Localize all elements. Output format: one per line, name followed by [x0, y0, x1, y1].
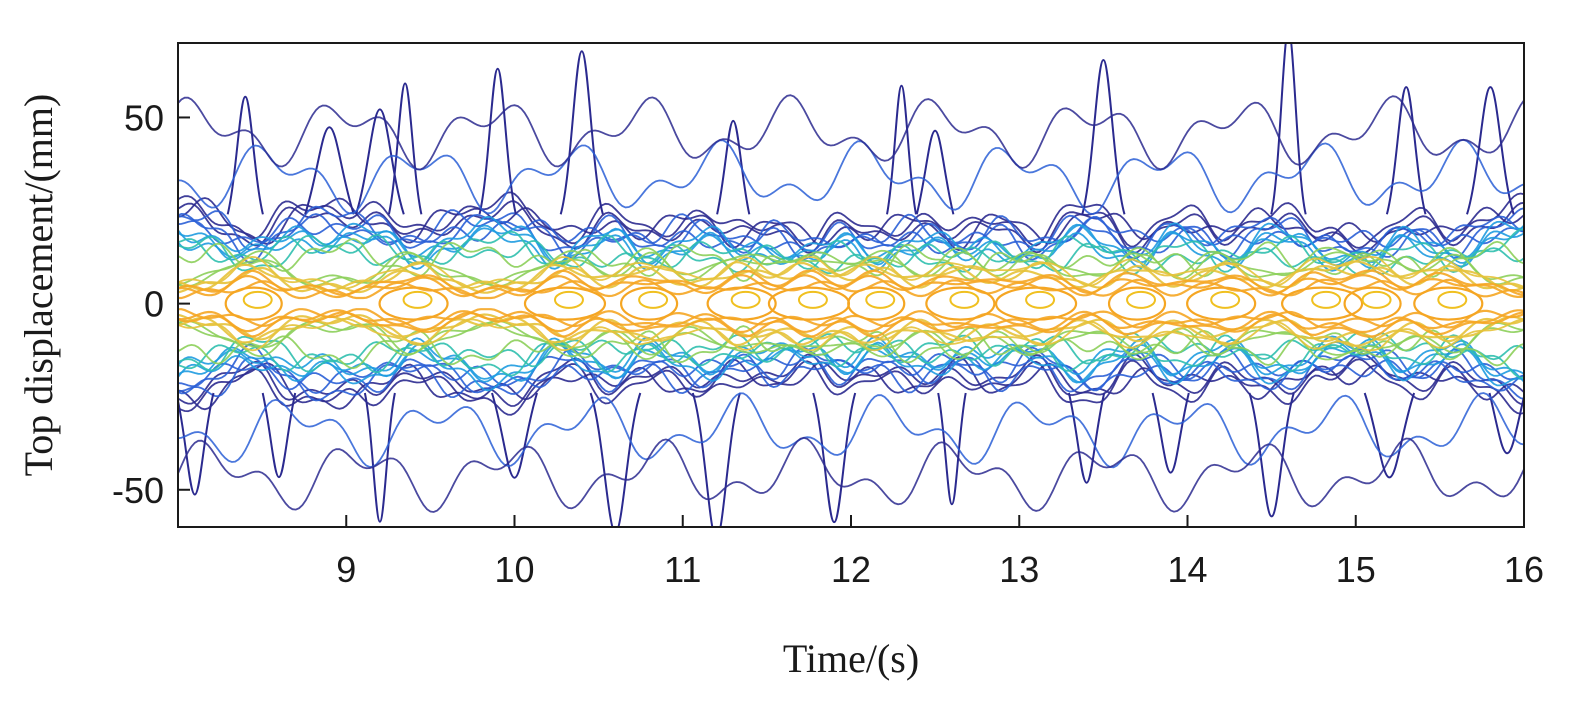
contour-core	[224, 286, 283, 321]
contour-core	[1343, 286, 1402, 321]
contour-spike	[478, 67, 517, 215]
contour-spike	[1067, 392, 1106, 484]
x-axis-title: Time/(s)	[783, 636, 919, 681]
contour-core	[706, 286, 777, 321]
contour-core	[1413, 286, 1484, 321]
x-tick-label: 15	[1336, 549, 1376, 590]
contour-envelope	[178, 436, 1524, 513]
contour-line	[178, 338, 1524, 384]
x-tick-label: 13	[999, 549, 1039, 590]
y-tick-label: -50	[112, 470, 164, 511]
contour-spike	[915, 129, 955, 215]
contour-spike	[691, 392, 741, 527]
contour-spike	[886, 84, 917, 215]
contour-core	[1311, 290, 1342, 309]
contour-line	[178, 318, 1524, 352]
contour-core	[638, 290, 669, 309]
contour-core	[994, 286, 1078, 321]
x-tick-label: 12	[831, 549, 871, 590]
contour-lines	[178, 43, 1524, 527]
contour-core	[1025, 290, 1056, 309]
contour-line	[178, 358, 1524, 416]
contour-spike	[387, 82, 423, 215]
contour-line	[178, 352, 1524, 407]
contour-spike	[812, 392, 857, 524]
contour-core	[1186, 286, 1257, 321]
y-axis: -50 0 50	[112, 97, 190, 511]
contour-spike	[1385, 86, 1427, 215]
x-tick-label: 10	[494, 549, 534, 590]
contour-envelope	[178, 94, 1524, 171]
contour-core	[730, 290, 761, 309]
contour-core	[797, 290, 828, 309]
x-tick-label: 9	[336, 549, 356, 590]
contour-spike	[363, 392, 396, 523]
y-tick-label: 0	[144, 284, 164, 325]
contour-spike	[178, 392, 215, 496]
contour-core	[865, 290, 896, 309]
contour-line	[178, 278, 1524, 300]
contour-line	[178, 308, 1524, 329]
contour-core	[1126, 290, 1157, 309]
contour-core	[949, 290, 980, 309]
contour-spike	[1270, 43, 1307, 215]
contour-core	[847, 286, 906, 321]
contour-line	[178, 191, 1524, 249]
contour-line	[178, 309, 1524, 334]
contour-spike	[304, 126, 355, 215]
contour-spike	[559, 50, 604, 215]
contour-spike	[226, 95, 264, 215]
contour-core	[925, 286, 996, 321]
contour-core	[378, 286, 449, 321]
contour-core	[1210, 290, 1241, 309]
contour-core	[553, 290, 584, 309]
contour-core	[523, 286, 607, 321]
contour-core	[619, 286, 679, 321]
contour-spike	[1081, 58, 1126, 215]
contour-envelope	[178, 138, 1524, 215]
contour-spike	[1488, 392, 1524, 455]
contour-envelope	[178, 392, 1524, 469]
x-tick-label: 11	[664, 549, 701, 590]
x-tick-label: 16	[1504, 549, 1544, 590]
x-tick-label: 14	[1167, 549, 1207, 590]
contour-spike	[1248, 392, 1295, 518]
contour-line	[178, 234, 1524, 275]
contour-core	[242, 290, 273, 309]
contour-core	[1437, 290, 1468, 309]
contour-line	[178, 332, 1524, 373]
contour-spike	[1466, 86, 1515, 215]
contour-spike	[589, 392, 642, 527]
contour-line	[178, 200, 1524, 255]
contour-spike	[491, 392, 538, 479]
x-axis: 9 10 11 12 13 14 15 16	[336, 515, 1544, 590]
contour-core	[1107, 286, 1167, 321]
contour-spike	[261, 392, 297, 479]
contour-line	[178, 274, 1524, 299]
contour-core	[1280, 286, 1364, 321]
contour-line	[178, 255, 1524, 290]
contour-spike	[937, 392, 967, 506]
contour-line	[178, 223, 1524, 269]
y-axis-title: Top displacement/(mm)	[16, 94, 61, 477]
contour-spike	[1363, 392, 1416, 479]
contour-spike	[1151, 392, 1190, 474]
contour-core	[1361, 290, 1392, 309]
contour-core	[402, 290, 433, 309]
y-tick-label: 50	[124, 97, 164, 138]
contour-spike	[716, 119, 751, 215]
